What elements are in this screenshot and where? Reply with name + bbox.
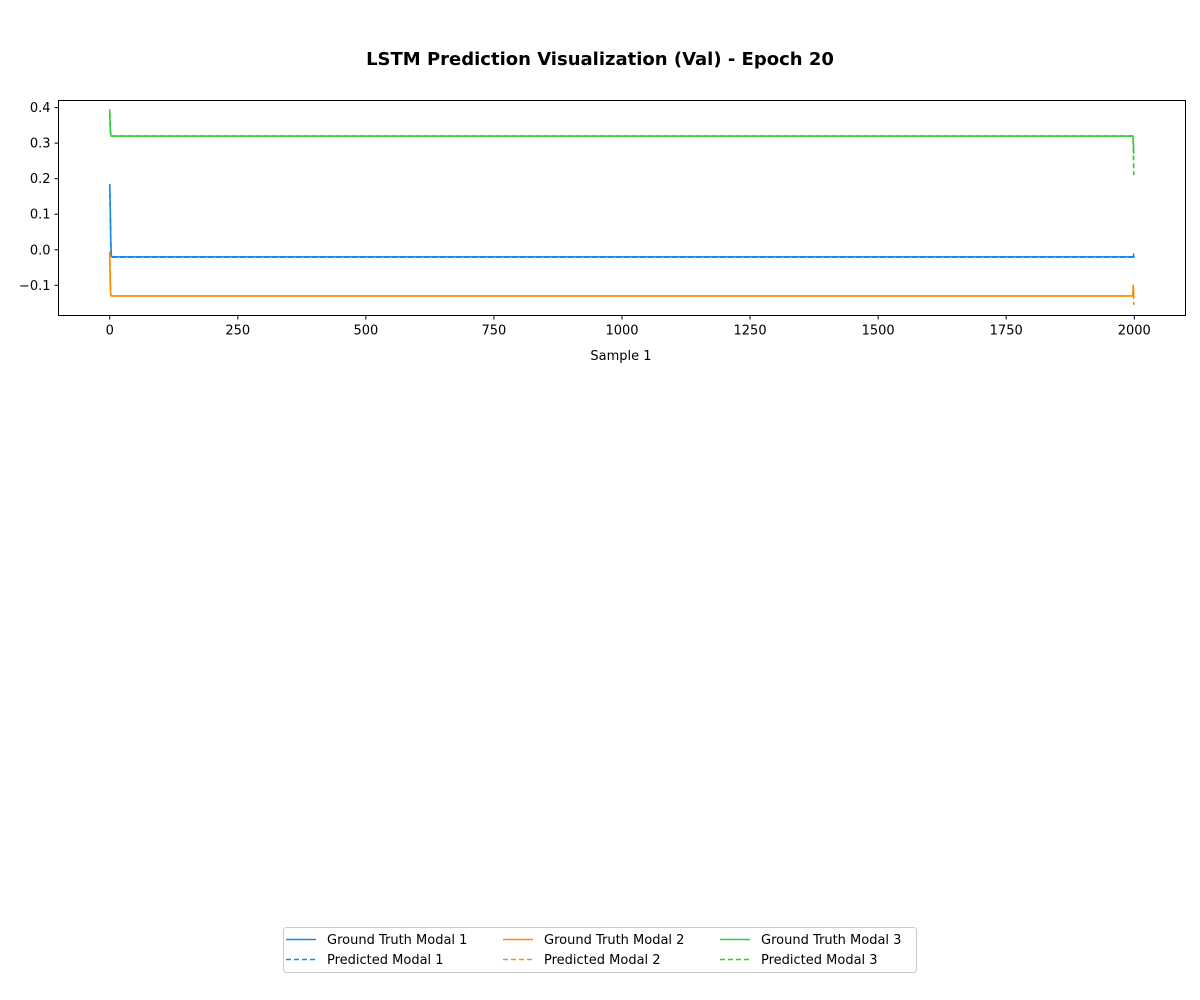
series-line-ground-truth-modal-2 xyxy=(108,251,1135,297)
x-tick-label: 750 xyxy=(482,324,507,339)
legend-label-ground-truth-modal-1: Ground Truth Modal 1 xyxy=(327,933,467,948)
x-axis-label: Sample 1 xyxy=(590,349,651,364)
legend-label-predicted-modal-3: Predicted Modal 3 xyxy=(761,953,878,968)
legend-label-predicted-modal-2: Predicted Modal 2 xyxy=(544,953,661,968)
x-tick-label: 1000 xyxy=(605,324,638,339)
y-tick-label: 0.0 xyxy=(30,243,51,258)
y-axis-ticks: −0.1 0.0 0.1 0.2 0.3 0.4 xyxy=(19,101,59,294)
y-tick-label: 0.4 xyxy=(30,101,51,116)
series-line-predicted-modal-1 xyxy=(108,185,1135,259)
legend: Ground Truth Modal 1 Predicted Modal 1 Gro… xyxy=(283,927,917,973)
x-tick-label: 1750 xyxy=(990,324,1023,339)
legend-entries: Ground Truth Modal 1 Predicted Modal 1 Gro… xyxy=(286,933,901,968)
series-line-predicted-modal-3 xyxy=(108,112,1135,176)
plot-frame xyxy=(58,100,1186,316)
x-tick-label: 1500 xyxy=(862,324,895,339)
y-tick-label: −0.1 xyxy=(19,279,51,294)
x-tick-label: 0 xyxy=(106,324,114,339)
chart-title: LSTM Prediction Visualization (Val) - Ep… xyxy=(366,49,834,70)
legend-label-ground-truth-modal-3: Ground Truth Modal 3 xyxy=(761,933,901,948)
series-line-ground-truth-modal-1 xyxy=(108,183,1136,258)
legend-label-predicted-modal-1: Predicted Modal 1 xyxy=(327,953,444,968)
plot-lines xyxy=(108,109,1136,305)
x-tick-label: 250 xyxy=(225,324,250,339)
series-line-predicted-modal-2 xyxy=(108,253,1135,305)
x-tick-label: 2000 xyxy=(1118,324,1151,339)
series-line-ground-truth-modal-3 xyxy=(108,109,1135,154)
y-tick-label: 0.1 xyxy=(30,208,51,223)
x-tick-label: 500 xyxy=(353,324,378,339)
x-axis-ticks: 0 250 500 750 1000 1250 1500 1750 2000 xyxy=(106,315,1151,339)
legend-label-ground-truth-modal-2: Ground Truth Modal 2 xyxy=(544,933,684,948)
legend-box xyxy=(283,927,917,973)
y-tick-label: 0.3 xyxy=(30,137,51,152)
x-tick-label: 1250 xyxy=(734,324,767,339)
y-tick-label: 0.2 xyxy=(30,172,51,187)
